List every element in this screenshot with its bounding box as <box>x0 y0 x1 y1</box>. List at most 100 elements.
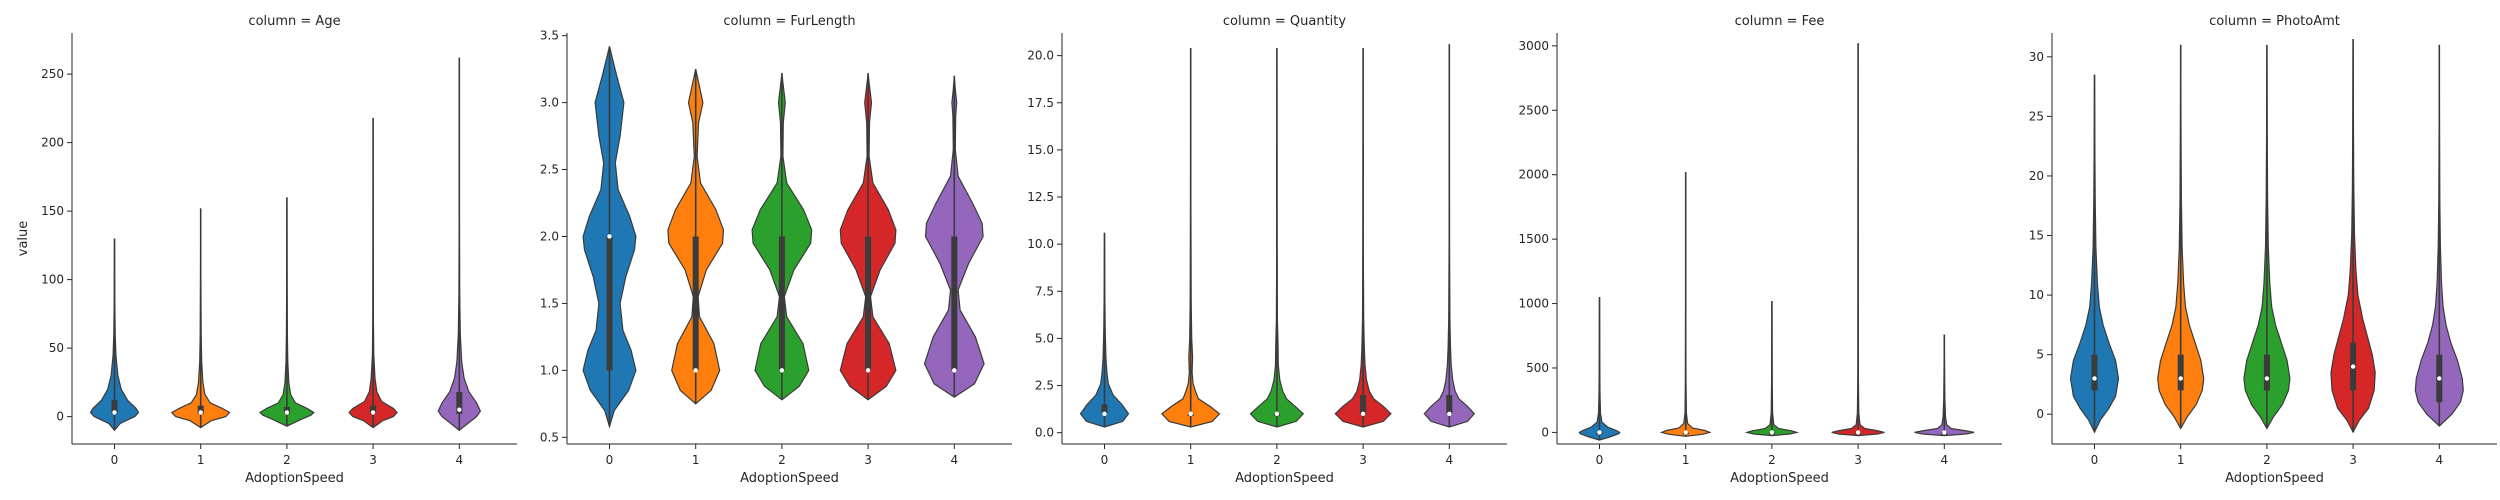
y-tick-label: 0 <box>2036 407 2044 421</box>
y-tick-label: 2500 <box>1518 103 1549 117</box>
facet-panel: column = Age 0 50 100 150 200 250 0 1 2 3 4 Adoption… <box>41 14 517 486</box>
y-tick-label: 17.5 <box>1027 96 1054 110</box>
y-tick-label: 200 <box>41 136 64 150</box>
violin-iqr-box <box>197 405 204 414</box>
violin-median-point <box>1102 411 1107 417</box>
y-tick-label: 0.0 <box>1035 426 1054 440</box>
violin-median-point <box>2178 376 2183 381</box>
panel-title: column = Age <box>248 14 340 29</box>
x-tick-label: 1 <box>1187 453 1195 467</box>
y-tick-label: 5.0 <box>1035 331 1054 345</box>
x-tick-label: 2 <box>2263 453 2271 467</box>
violin-iqr-box <box>2091 354 2098 391</box>
x-tick-label: 3 <box>1854 453 1862 467</box>
x-tick-label: 3 <box>864 453 872 467</box>
y-tick-label: 0 <box>1541 425 1549 439</box>
y-tick-label: 0.5 <box>540 430 559 444</box>
violin-iqr-box <box>1360 394 1367 414</box>
violin-iqr-box <box>111 400 118 414</box>
x-tick-label: 4 <box>2435 453 2443 467</box>
violin-iqr-box <box>692 236 699 371</box>
violin-iqr-box <box>2263 354 2270 391</box>
y-tick-label: 3.0 <box>540 96 559 110</box>
y-tick-label: 2.0 <box>540 229 559 243</box>
x-tick-label: 0 <box>1101 453 1109 467</box>
violin-median-point <box>1597 430 1602 435</box>
panel-title: column = Quantity <box>1223 14 1346 29</box>
y-tick-label: 30 <box>2029 50 2044 64</box>
violin-median-point <box>1855 430 1861 435</box>
x-tick-label: 4 <box>950 453 958 467</box>
violin-median-point <box>112 410 117 415</box>
y-tick-label: 50 <box>49 341 64 355</box>
y-tick-label: 10 <box>2029 288 2044 302</box>
x-tick-label: 0 <box>111 453 119 467</box>
x-axis-label: AdoptionSpeed <box>740 471 839 486</box>
x-tick-label: 0 <box>2091 453 2099 467</box>
violin-iqr-box <box>606 236 613 371</box>
y-tick-label: 20.0 <box>1027 49 1054 63</box>
y-tick-label: 0 <box>56 410 64 424</box>
violin-median-point <box>607 234 612 239</box>
x-axis-label: AdoptionSpeed <box>1730 471 1829 486</box>
x-tick-label: 1 <box>692 453 700 467</box>
panel-title: column = Fee <box>1735 14 1825 29</box>
y-tick-label: 15 <box>2029 229 2044 243</box>
x-axis-label: AdoptionSpeed <box>2225 471 2324 486</box>
y-tick-label: 10.0 <box>1027 237 1054 251</box>
y-tick-label: 500 <box>1526 361 1549 375</box>
panel-title: column = PhotoAmt <box>2209 14 2340 29</box>
y-tick-label: 2000 <box>1518 168 1549 182</box>
violin-median-point <box>1188 411 1193 417</box>
violin-iqr-box <box>778 236 785 371</box>
x-tick-label: 2 <box>1768 453 1776 467</box>
facet-panel: column = Fee 0 500 1000 1500 2000 2500 3000 0 1 2 3… <box>1518 14 2002 486</box>
y-tick-label: 2.5 <box>540 163 559 177</box>
violin-median-point <box>1360 411 1366 417</box>
violin-median-point <box>1683 430 1688 435</box>
x-tick-label: 2 <box>1273 453 1281 467</box>
x-tick-label: 0 <box>1596 453 1604 467</box>
y-tick-label: 1500 <box>1518 232 1549 246</box>
x-tick-label: 3 <box>1359 453 1367 467</box>
violin-median-point <box>370 410 376 415</box>
violin-iqr-box <box>1446 394 1453 414</box>
violin-median-point <box>1274 411 1280 417</box>
y-tick-label: 100 <box>41 273 64 287</box>
violin-median-point <box>779 368 785 373</box>
violin-iqr-box <box>951 236 958 371</box>
y-tick-label: 15.0 <box>1027 143 1054 157</box>
violin-median-point <box>2437 376 2442 381</box>
y-tick-label: 250 <box>41 67 64 81</box>
y-tick-label: 5 <box>2036 348 2044 362</box>
y-axis-label: value <box>16 221 31 257</box>
facet-panel: column = PhotoAmt 0 5 10 15 20 25 30 0 1 2 3 4 Adopti… <box>2029 14 2497 486</box>
x-tick-label: 2 <box>778 453 786 467</box>
violin-median-point <box>2264 376 2270 381</box>
y-tick-label: 3.5 <box>540 29 559 43</box>
y-tick-label: 1.5 <box>540 296 559 310</box>
violin-median-point <box>457 407 462 412</box>
violin-iqr-box <box>370 405 377 414</box>
violin-iqr-box <box>865 236 872 371</box>
y-tick-label: 20 <box>2029 169 2044 183</box>
x-tick-label: 0 <box>606 453 614 467</box>
y-tick-label: 7.5 <box>1035 284 1054 298</box>
violin-median-point <box>1769 430 1775 435</box>
facet-panel: column = FurLength 0.5 1.0 1.5 2.0 2.5 3.0 3.5 0… <box>540 14 1012 486</box>
y-tick-label: 150 <box>41 204 64 218</box>
violin-median-point <box>1447 411 1452 417</box>
violin-median-point <box>2350 364 2356 369</box>
panel-title: column = FurLength <box>723 14 855 29</box>
y-tick-label: 1.0 <box>540 363 559 377</box>
x-tick-label: 1 <box>1682 453 1690 467</box>
x-tick-label: 3 <box>2349 453 2357 467</box>
x-tick-label: 2 <box>283 453 291 467</box>
x-tick-label: 4 <box>455 453 463 467</box>
violin-median-point <box>865 368 871 373</box>
x-tick-label: 1 <box>2177 453 2185 467</box>
violin-median-point <box>952 368 957 373</box>
x-tick-label: 1 <box>197 453 205 467</box>
y-tick-label: 25 <box>2029 109 2044 123</box>
